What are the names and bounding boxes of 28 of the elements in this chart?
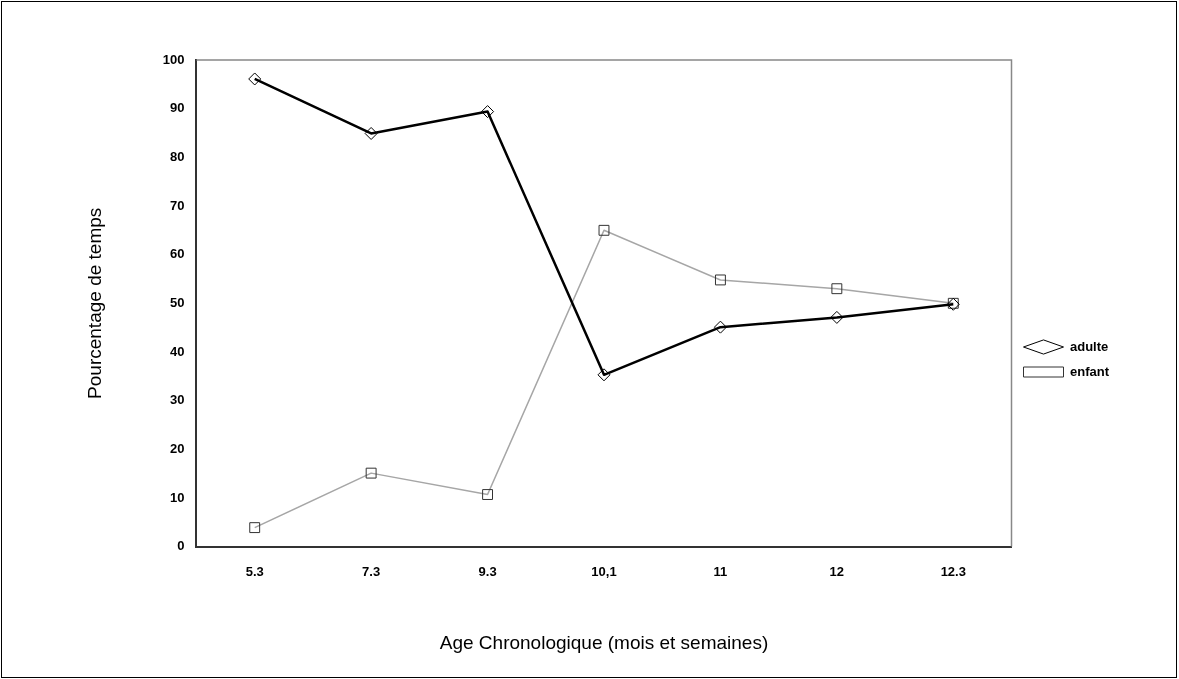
- y-tick-label: 20: [170, 440, 185, 456]
- y-tick-label: 100: [162, 51, 185, 67]
- y-tick-label: 50: [170, 294, 185, 310]
- y-tick-label: 40: [170, 343, 185, 359]
- legend-label: enfant: [1070, 363, 1110, 379]
- point: [248, 72, 262, 86]
- y-tick-label: 70: [170, 197, 185, 213]
- x-tick-label: 12: [829, 563, 845, 579]
- point: [364, 126, 378, 140]
- x-tick-label: 7.3: [362, 563, 381, 579]
- x-tick-label: 10,1: [591, 563, 617, 579]
- y-tick-label: 30: [170, 392, 185, 408]
- y-tick-label: 90: [170, 100, 185, 116]
- x-tick-label: 5.3: [245, 563, 264, 579]
- legend-label: adulte: [1070, 338, 1109, 354]
- x-tick-label: 9.3: [478, 563, 497, 579]
- y-tick-label: 10: [170, 489, 185, 505]
- y-axis-title: Pourcentage de temps: [83, 207, 105, 399]
- point: [713, 320, 727, 334]
- y-tick-label: 80: [170, 148, 185, 164]
- y-tick-label: 60: [170, 246, 185, 262]
- x-tick-label: 12.3: [940, 563, 966, 579]
- y-tick-label: 0: [177, 538, 185, 554]
- point: [830, 310, 844, 324]
- x-tick-label: 11: [713, 563, 728, 579]
- point: [597, 368, 611, 382]
- point: [481, 105, 495, 119]
- x-axis-title: Age Chronologique (mois et semaines): [439, 631, 769, 653]
